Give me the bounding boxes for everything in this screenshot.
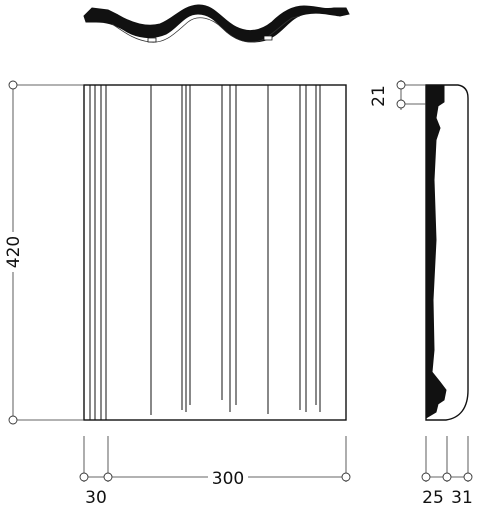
dimension-node [103, 472, 113, 482]
dimension-label-width: 300 [212, 469, 244, 489]
dimension-label-profile-left: 25 [422, 488, 444, 508]
side-profile-view [425, 84, 469, 421]
dimension-top-lip: 21 [369, 80, 426, 110]
dimension-height: 420 [4, 80, 84, 425]
dimension-label-top-lip: 21 [369, 85, 389, 107]
dimension-label-profile-right: 31 [451, 488, 473, 508]
dimension-node [396, 99, 406, 109]
dimension-label-height: 420 [4, 236, 24, 268]
dimension-node [8, 415, 18, 425]
dimension-node [442, 472, 452, 482]
tile-profile-nib-left [147, 37, 157, 43]
dimension-node [396, 80, 406, 90]
dimension-node [421, 472, 431, 482]
tile-ribs [89, 85, 321, 420]
tile-profile-nib-right [263, 35, 273, 41]
tile-face [83, 84, 347, 421]
dimension-node [79, 472, 89, 482]
dimension-side-profile: 25 31 [421, 436, 473, 508]
dimension-label-offset-left: 30 [85, 488, 107, 508]
side-profile-outline [425, 84, 469, 421]
top-section-view [83, 4, 350, 43]
dimension-node [341, 472, 351, 482]
side-profile-solid [425, 84, 447, 419]
dimension-node [463, 472, 473, 482]
dimension-width: 300 30 [79, 436, 351, 508]
tile-profile-solid [83, 4, 350, 43]
dimension-node [8, 80, 18, 90]
front-view [83, 84, 347, 421]
